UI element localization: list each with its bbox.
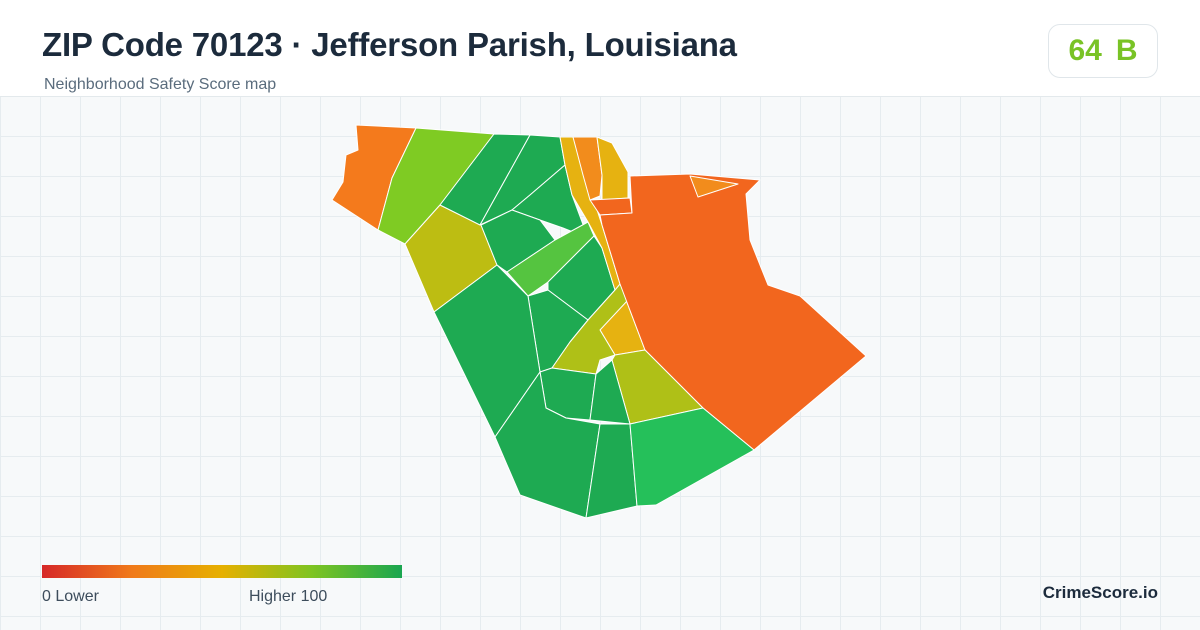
page-subtitle: Neighborhood Safety Score map: [44, 76, 277, 93]
score-value: 64: [1068, 34, 1102, 67]
neighborhood-northeast-small[interactable]: [689, 175, 739, 198]
legend-gradient-bar: [42, 565, 402, 578]
neighborhood-corridor-north-b[interactable]: [596, 136, 629, 201]
safety-score-badge: 64 B: [1048, 24, 1158, 78]
legend-max-label: Higher 100: [249, 588, 328, 605]
neighborhood-green-west-central[interactable]: [433, 264, 541, 438]
score-grade: B: [1115, 34, 1138, 67]
neighborhood-east-large[interactable]: [599, 173, 867, 451]
brand-logo: CrimeScore.io: [1042, 583, 1158, 602]
neighborhood-green-south-3[interactable]: [494, 371, 601, 519]
neighborhood-bright-green-south[interactable]: [629, 407, 755, 507]
legend-min-label: 0 Lower: [42, 588, 99, 605]
header-bar: ZIP Code 70123 · Jefferson Parish, Louis…: [0, 0, 1200, 97]
page-title: ZIP Code 70123 · Jefferson Parish, Louis…: [42, 26, 737, 63]
